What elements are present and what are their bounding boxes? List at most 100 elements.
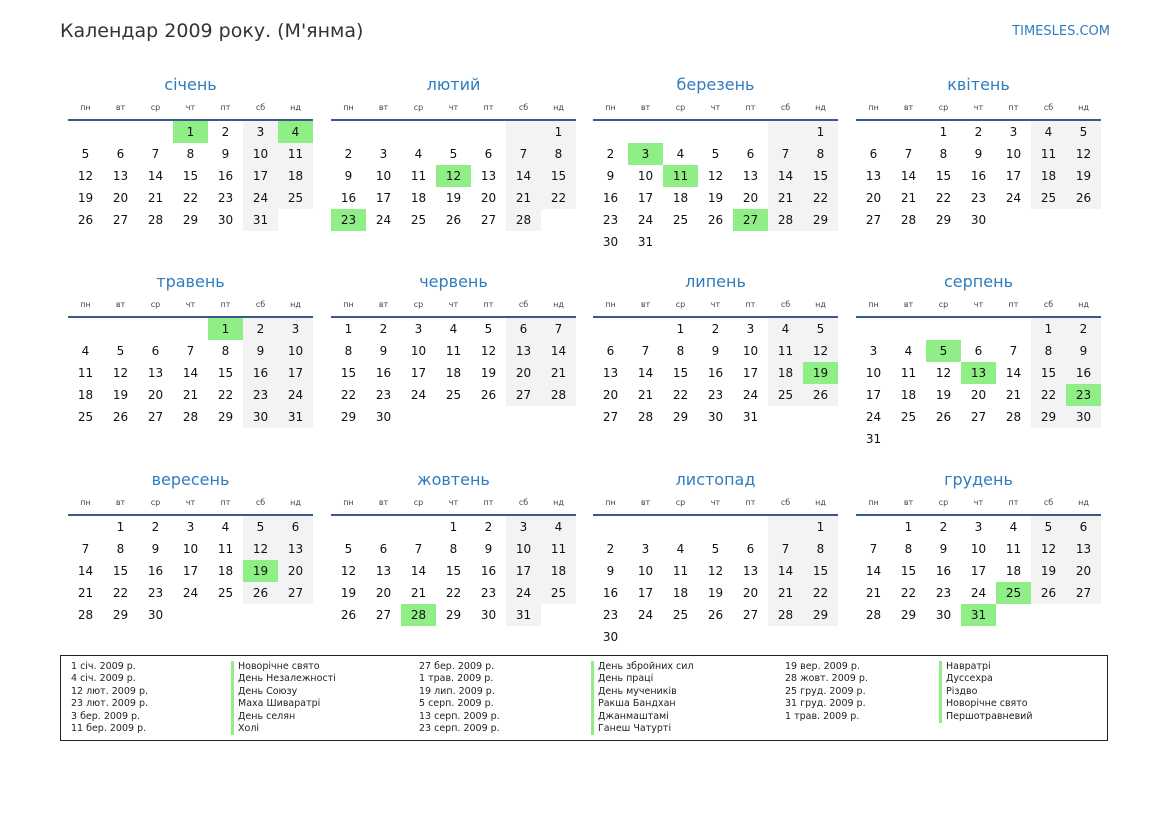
- day-cell: 16: [602, 586, 619, 600]
- day-cell: 3: [869, 344, 878, 358]
- day-cell: 28: [768, 209, 803, 231]
- legend-holiday-name: День мучеників: [591, 685, 694, 699]
- day-cell: 10: [375, 169, 392, 183]
- divider: [593, 316, 838, 318]
- day-cell: 14: [865, 564, 882, 578]
- legend-date: 25 груд. 2009 р.: [785, 685, 866, 697]
- day-cell: 27: [112, 213, 129, 227]
- day-cell: 29: [182, 213, 199, 227]
- day-cell: 25: [217, 586, 234, 600]
- weekday-label: пт: [220, 300, 231, 309]
- legend-holiday-name: Джанмаштамі: [591, 710, 694, 723]
- month-name: вересень: [151, 470, 230, 489]
- day-cell: 3: [414, 322, 423, 336]
- day-cell: 11: [410, 169, 427, 183]
- month-name: лютий: [426, 75, 481, 94]
- day-cell: 15: [112, 564, 129, 578]
- site-link[interactable]: TIMESLES.COM: [1012, 24, 1110, 39]
- day-cell: 19: [445, 191, 462, 205]
- weekday-header: пн вт ср чт пт сб нд: [68, 101, 313, 115]
- month-5: травень пн вт ср чт пт сб нд 1 2 3 4 5 6 7 8 9 10 11 12 13 14…: [68, 272, 313, 428]
- day-grid: 1 2 3 4 5 6 7 8 9 10 11 12 13 14 15 16 17 18 19 20 21 22 23 24 2…: [331, 121, 576, 231]
- day-cell: 26: [707, 608, 724, 622]
- day-cell: 24: [278, 384, 313, 406]
- weekday-label: ср: [675, 498, 686, 507]
- day-grid: 1 2 3 4 5 6 7 8 9 10 11 12 13 14 15 16 17 18 19 20 21 22 23 24 2…: [68, 121, 313, 231]
- day-cell: 19: [1031, 560, 1066, 582]
- day-cell: 24: [506, 582, 541, 604]
- day-cell: 10: [637, 169, 654, 183]
- day-cell: 11: [278, 143, 313, 165]
- day-cell: 14: [1005, 366, 1022, 380]
- day-cell: 21: [637, 388, 654, 402]
- day-cell: 2: [243, 318, 278, 340]
- day-cell: 20: [375, 586, 392, 600]
- day-cell: 22: [935, 191, 952, 205]
- day-cell: 5: [449, 147, 458, 161]
- day-cell: 2: [221, 125, 230, 139]
- weekday-label: сб: [518, 300, 529, 309]
- empty-cell: [628, 121, 663, 143]
- day-cell: 7: [1009, 344, 1018, 358]
- holiday-day: 11: [663, 165, 698, 187]
- day-cell: 4: [449, 322, 458, 336]
- day-cell: 28: [506, 209, 541, 231]
- divider: [593, 514, 838, 516]
- day-cell: 23: [602, 213, 619, 227]
- day-cell: 9: [484, 542, 493, 556]
- day-cell: 2: [939, 520, 948, 534]
- day-cell: 1: [344, 322, 353, 336]
- day-cell: 31: [506, 604, 541, 626]
- weekday-header: пн вт ср чт пт сб нд: [331, 496, 576, 510]
- day-cell: 2: [974, 125, 983, 139]
- day-cell: 18: [672, 586, 689, 600]
- day-cell: 13: [278, 538, 313, 560]
- day-cell: 29: [900, 608, 917, 622]
- day-cell: 19: [1066, 165, 1101, 187]
- weekday-label: вт: [378, 498, 389, 507]
- weekday-label: пт: [1008, 103, 1019, 112]
- day-cell: 16: [480, 564, 497, 578]
- empty-cell: [68, 516, 103, 538]
- day-cell: 30: [1066, 406, 1101, 428]
- day-cell: 5: [803, 318, 838, 340]
- month-3: березень пн вт ср чт пт сб нд 1 2 3 4 5 6 7 8 9 10 11 12 13 1…: [593, 75, 838, 253]
- day-cell: 22: [900, 586, 917, 600]
- day-cell: 29: [340, 410, 357, 424]
- divider: [68, 316, 313, 318]
- day-cell: 12: [480, 344, 497, 358]
- weekday-label: нд: [1078, 498, 1089, 507]
- legend-date: 28 жовт. 2009 р.: [785, 673, 868, 685]
- day-cell: 12: [112, 366, 129, 380]
- empty-cell: [471, 121, 506, 143]
- day-cell: 8: [904, 542, 913, 556]
- day-cell: 31: [865, 432, 882, 446]
- day-cell: 25: [672, 213, 689, 227]
- day-cell: 24: [865, 410, 882, 424]
- weekday-label: ср: [150, 103, 161, 112]
- day-cell: 7: [768, 538, 803, 560]
- weekday-label: вт: [115, 300, 126, 309]
- empty-cell: [891, 318, 926, 340]
- weekday-label: пт: [745, 103, 756, 112]
- weekday-label: нд: [553, 300, 564, 309]
- day-cell: 16: [1066, 362, 1101, 384]
- holiday-day: 3: [628, 143, 663, 165]
- day-cell: 4: [676, 542, 685, 556]
- day-cell: 11: [1005, 542, 1022, 556]
- day-cell: 12: [1031, 538, 1066, 560]
- day-cell: 12: [243, 538, 278, 560]
- day-cell: 27: [506, 384, 541, 406]
- day-cell: 6: [116, 147, 125, 161]
- legend-holiday-name: Новорічне свято: [231, 661, 336, 674]
- day-cell: 18: [1031, 165, 1066, 187]
- weekday-label: нд: [553, 498, 564, 507]
- day-cell: 8: [221, 344, 230, 358]
- day-cell: 13: [1066, 538, 1101, 560]
- day-cell: 27: [865, 213, 882, 227]
- day-cell: 22: [340, 388, 357, 402]
- day-cell: 29: [803, 604, 838, 626]
- weekday-label: чт: [710, 103, 721, 112]
- day-cell: 9: [221, 147, 230, 161]
- day-cell: 30: [217, 213, 234, 227]
